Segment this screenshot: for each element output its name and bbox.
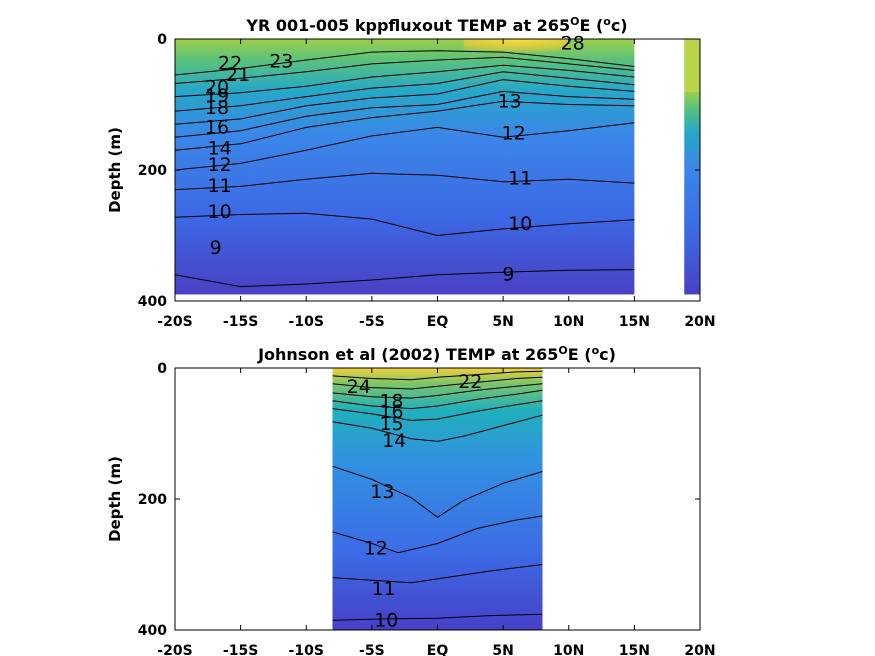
top-contour-label: 14: [208, 138, 232, 160]
top-chart-title: YR 001-005 kppfluxout TEMP at 265OE (oc): [245, 15, 627, 36]
bottom-x-tick-label: 20N: [684, 643, 715, 656]
bottom-contour-12: [332, 515, 543, 554]
top-contour-label: 12: [502, 122, 526, 144]
top-y-tick-label: 0: [157, 32, 167, 48]
top-x-tick-label: 15N: [619, 314, 650, 330]
top-x-tick-label: -15S: [223, 314, 258, 330]
top-x-tick-label: EQ: [427, 314, 449, 330]
bottom-panel: Johnson et al (2002) TEMP at 265OE (oc) …: [106, 344, 716, 656]
title-part: c): [611, 16, 628, 35]
bottom-x-tick-label: 15N: [619, 643, 650, 656]
title-part: Johnson et al (2002) TEMP at 265: [257, 345, 558, 364]
bottom-contour-20: [332, 383, 543, 399]
top-contour-9: [174, 269, 635, 288]
bottom-x-tick-label: EQ: [427, 643, 449, 656]
title-part: O: [570, 15, 579, 28]
bottom-contour-label: 14: [382, 430, 406, 452]
top-contour-13: [174, 100, 635, 151]
top-y-tick-label: 200: [138, 163, 167, 179]
top-contour-14: [174, 90, 635, 138]
bottom-contour-16: [332, 400, 543, 421]
bottom-contour-label: 24: [347, 376, 371, 398]
top-contour-label: 16: [205, 117, 229, 139]
top-contour-label: 28: [561, 33, 585, 55]
top-x-tick-label: -10S: [289, 314, 324, 330]
title-part: o: [592, 344, 600, 357]
bottom-y-axis-label: Depth (m): [106, 456, 124, 542]
top-x-tick-label: -20S: [157, 314, 192, 330]
top-contour-20: [174, 64, 635, 98]
top-right-strip: [684, 91, 700, 295]
title-part: E (: [568, 345, 592, 364]
bottom-y-tick-label: 0: [157, 361, 167, 377]
bottom-contour-18: [332, 389, 543, 410]
top-contour-label: 11: [208, 175, 232, 197]
bottom-contour-label: 12: [364, 537, 388, 559]
top-x-tick-label: 20N: [684, 314, 715, 330]
top-contour-label: 9: [502, 263, 514, 285]
top-contour-label: 21: [226, 64, 250, 86]
top-contour-label: 9: [210, 237, 222, 259]
bottom-x-tick-label: 10N: [553, 643, 584, 656]
title-part: YR 001-005 kppfluxout TEMP at 265: [245, 16, 570, 35]
bottom-contour-11: [332, 564, 543, 584]
bottom-contour-13: [332, 465, 543, 518]
top-contour-11: [174, 172, 635, 191]
top-warm-pool: [463, 39, 569, 56]
title-part: c): [599, 345, 616, 364]
top-contour-label: 10: [208, 201, 232, 223]
top-contour-label: 13: [498, 90, 522, 112]
bottom-x-tick-label: 5N: [492, 643, 513, 656]
top-contour-label: 18: [205, 97, 229, 119]
bottom-contour-label: 13: [370, 481, 394, 503]
bottom-contour-label: 15: [379, 413, 403, 435]
bottom-temperature-field: [332, 368, 543, 630]
top-x-tick-label: -5S: [359, 314, 385, 330]
bottom-x-tick-label: -10S: [289, 643, 324, 656]
top-contour-label: 20: [205, 77, 229, 99]
top-right-strip-surface: [684, 39, 700, 92]
top-contour-label: 23: [269, 50, 293, 72]
top-contour-18: [174, 71, 635, 112]
top-x-tick-label: 5N: [492, 314, 513, 330]
top-contour-label: 19: [205, 85, 229, 107]
top-contour-10: [174, 212, 635, 237]
title-part: o: [603, 15, 611, 28]
bottom-chart-title: Johnson et al (2002) TEMP at 265OE (oc): [257, 344, 616, 365]
bottom-x-tick-label: -5S: [359, 643, 385, 656]
bottom-contour-22: [332, 376, 543, 390]
top-contour-label: 22: [218, 52, 242, 74]
top-panel: YR 001-005 kppfluxout TEMP at 265OE (oc)…: [106, 15, 716, 331]
bottom-contour-label: 11: [372, 578, 396, 600]
bottom-contour-label: 10: [374, 609, 398, 631]
bottom-y-tick-label: 200: [138, 492, 167, 508]
top-contour-22: [174, 56, 635, 84]
top-temperature-field: [175, 39, 635, 295]
top-contour-16: [174, 79, 635, 125]
top-x-tick-label: 10N: [553, 314, 584, 330]
bottom-contour-10: [332, 613, 543, 621]
bottom-contour-24: [332, 370, 543, 381]
top-contour-label: 12: [208, 154, 232, 176]
title-part: E (: [579, 16, 603, 35]
top-y-tick-label: 400: [138, 294, 167, 310]
bottom-x-tick-label: -15S: [223, 643, 258, 656]
top-y-axis-label: Depth (m): [106, 127, 124, 213]
bottom-x-tick-label: -20S: [157, 643, 192, 656]
bottom-contour-label: 18: [379, 391, 403, 413]
top-contour-23: [174, 50, 635, 76]
bottom-contour-label: 16: [379, 401, 403, 423]
top-contour-label: 11: [508, 168, 532, 190]
top-contour-label: 10: [508, 213, 532, 235]
bottom-contour-label: 22: [458, 371, 482, 393]
bottom-contour-14: [332, 414, 543, 442]
title-part: O: [558, 344, 567, 357]
bottom-y-tick-label: 400: [138, 623, 167, 639]
top-contour-12: [174, 122, 635, 171]
